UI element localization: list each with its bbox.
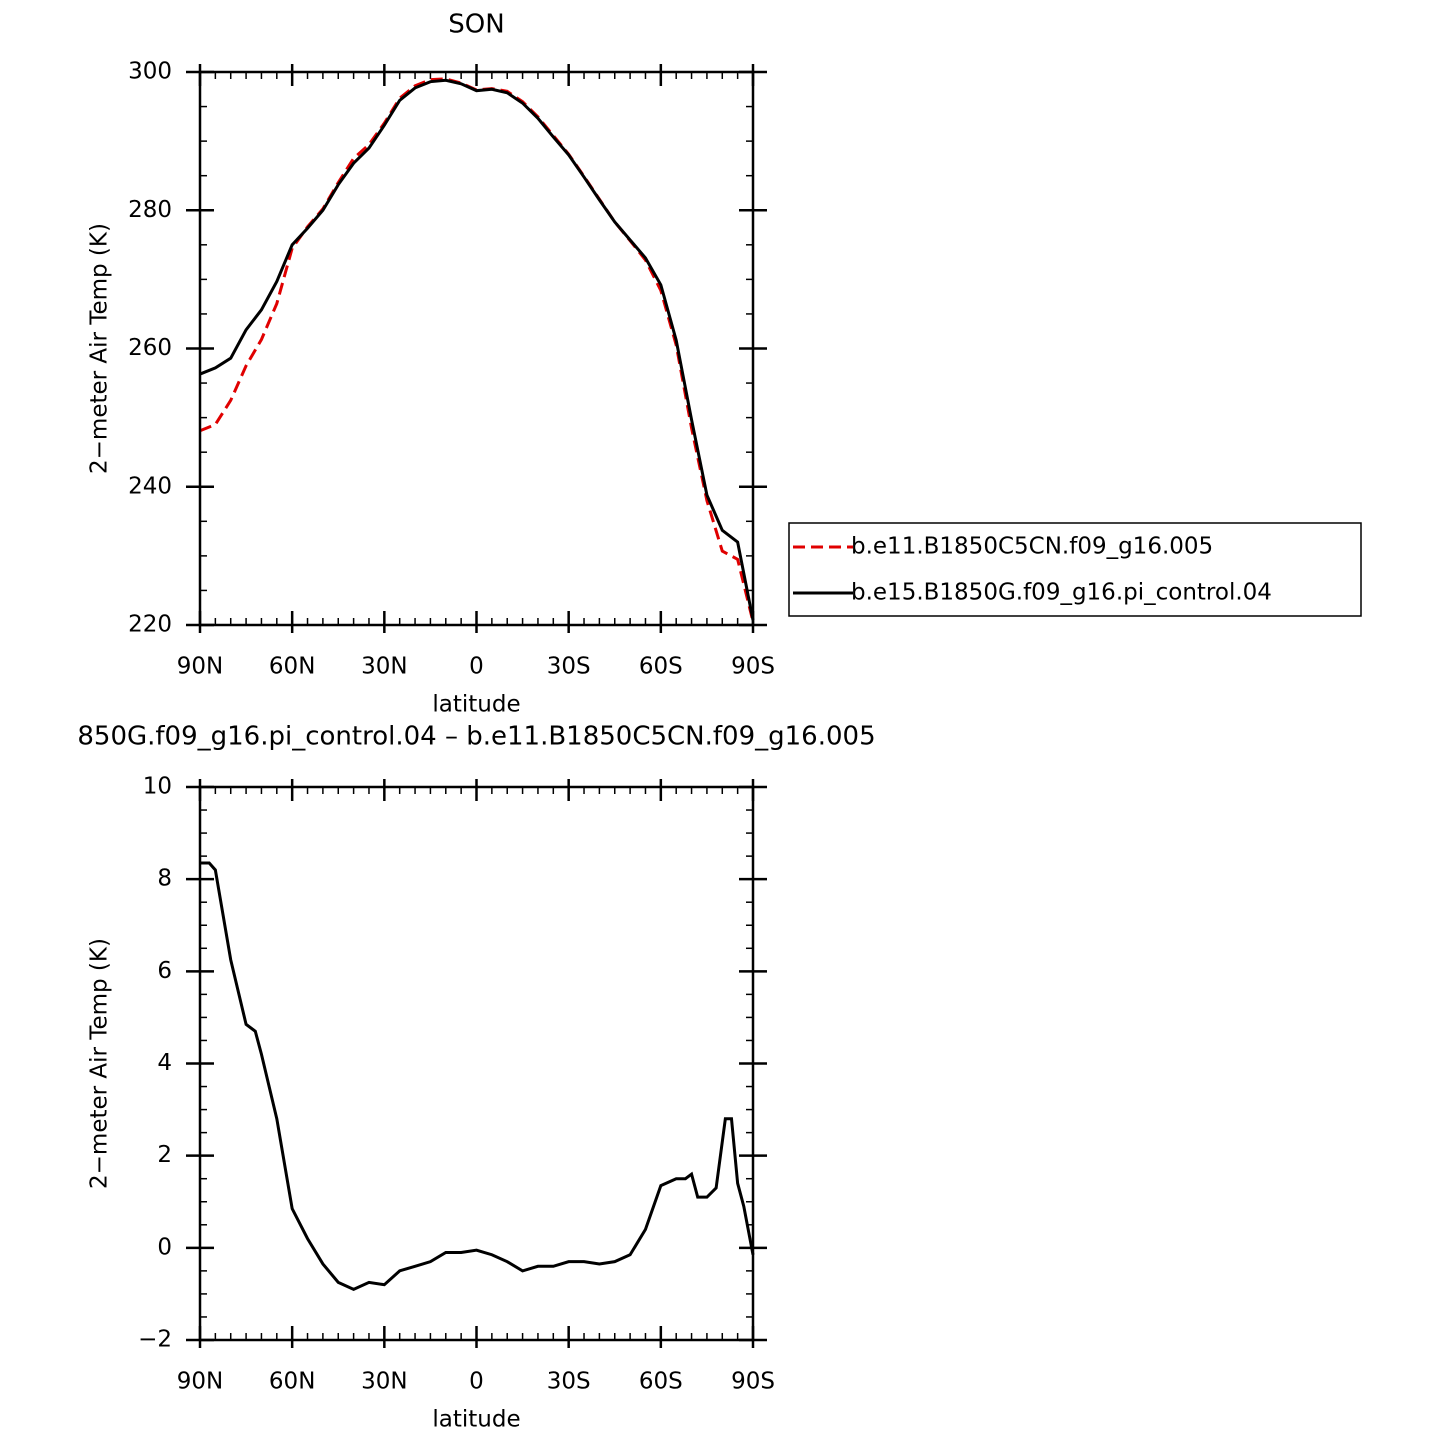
y-tick-label: 0 <box>157 1234 172 1260</box>
x-axis-label: latitude <box>432 692 520 718</box>
x-tick-label: 30N <box>361 1369 407 1395</box>
x-tick-label: 60N <box>269 1369 315 1395</box>
x-tick-label: 90N <box>177 1369 223 1395</box>
x-axis-label: latitude <box>432 1407 520 1433</box>
x-tick-label: 90S <box>731 654 775 680</box>
series-line <box>200 861 755 1291</box>
y-tick-label: 220 <box>128 612 172 638</box>
y-tick-label: 4 <box>157 1050 172 1076</box>
legend-label: b.e15.B1850G.f09_g16.pi_control.04 <box>851 580 1272 606</box>
y-tick-label: 280 <box>128 197 172 223</box>
series-line <box>199 77 755 622</box>
legend-label: b.e11.B1850C5CN.f09_g16.005 <box>851 534 1213 560</box>
y-tick-label: 10 <box>143 774 172 800</box>
y-tick-label: 2 <box>157 1142 172 1168</box>
plot-frame <box>198 785 755 1342</box>
x-tick-label: 0 <box>469 1369 484 1395</box>
y-tick-label: 240 <box>128 473 172 499</box>
x-tick-label: 90S <box>731 1369 775 1395</box>
y-tick-label: 8 <box>157 866 172 892</box>
x-tick-label: 30S <box>547 1369 591 1395</box>
plot-frame <box>198 70 755 627</box>
x-tick-label: 30S <box>547 654 591 680</box>
x-tick-label: 60N <box>269 654 315 680</box>
y-axis-label: 2−meter Air Temp (K) <box>87 223 113 474</box>
x-tick-label: 0 <box>469 654 484 680</box>
legend-box <box>788 522 1362 617</box>
chart-title: SON <box>448 10 504 40</box>
y-tick-label: 260 <box>128 335 172 361</box>
y-axis-label: 2−meter Air Temp (K) <box>87 938 113 1189</box>
x-tick-label: 60S <box>639 654 683 680</box>
series-line <box>199 78 755 621</box>
x-tick-label: 60S <box>639 1369 683 1395</box>
y-tick-label: 6 <box>157 958 172 984</box>
y-tick-label: 300 <box>128 59 172 85</box>
y-tick-label: −2 <box>138 1327 172 1353</box>
chart-title: 850G.f09_g16.pi_control.04 – b.e11.B1850… <box>77 722 875 752</box>
x-tick-label: 30N <box>361 654 407 680</box>
x-tick-label: 90N <box>177 654 223 680</box>
